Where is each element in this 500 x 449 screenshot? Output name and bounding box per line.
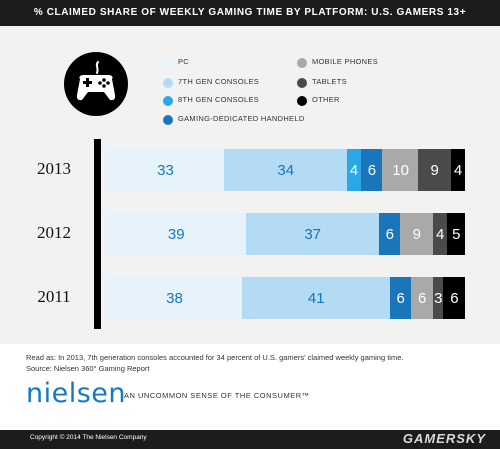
read-as-note: Read as: In 2013, 7th generation console… [26, 353, 404, 362]
year-label-2013: 2013 [37, 159, 71, 178]
bar-segment-pc-2013: 33 [106, 149, 225, 191]
chart-title: % CLAIMED SHARE OF WEEKLY GAMING TIME BY… [0, 0, 500, 26]
bar-segment-gen8-2013: 4 [346, 149, 362, 191]
bar-row-2012: 39 37 6 9 4 5 [106, 213, 466, 255]
bar-segment-mobile-2012: 9 [400, 213, 434, 255]
bar-segment-handheld-2011: 6 [389, 277, 412, 319]
source-note: Source: Nielsen 360° Gaming Report [26, 364, 150, 373]
bar-segment-gen7-2013: 34 [224, 149, 348, 191]
footer: Copyright © 2014 The Nielsen Company GAM… [0, 430, 500, 449]
bar-segment-tablets-2013: 9 [418, 149, 452, 191]
legend-label-other: OTHER [312, 95, 340, 104]
watermark: GAMERSKY [402, 431, 486, 446]
legend-label-tablets: TABLETS [312, 77, 347, 86]
bar-row-2013: 33 34 4 6 10 9 4 [106, 149, 466, 191]
nielsen-logo: nielsen [26, 378, 127, 409]
copyright: Copyright © 2014 The Nielsen Company [30, 434, 147, 441]
legend-swatch-pc [163, 58, 173, 68]
bar-segment-tablets-2012: 4 [432, 213, 448, 255]
bar-segment-other-2012: 5 [447, 213, 466, 255]
legend-swatch-other [297, 96, 307, 106]
legend-swatch-mobile [297, 58, 307, 68]
bar-segment-mobile-2013: 10 [382, 149, 419, 191]
legend-label-handheld: GAMING-DEDICATED HANDHELD [178, 114, 305, 123]
bar-segment-other-2011: 6 [443, 277, 466, 319]
bar-segment-tablets-2011: 3 [432, 277, 444, 319]
y-axis-bar [94, 139, 101, 329]
legend-label-mobile: MOBILE PHONES [312, 57, 378, 66]
bar-segment-other-2013: 4 [450, 149, 466, 191]
year-label-2012: 2012 [37, 223, 71, 242]
legend-swatch-gen8 [163, 96, 173, 106]
year-label-2011: 2011 [37, 287, 71, 306]
bar-segment-pc-2011: 38 [106, 277, 243, 319]
gamepad-icon [64, 52, 128, 116]
legend-swatch-handheld [163, 115, 173, 125]
bar-segment-handheld-2013: 6 [360, 149, 383, 191]
bar-row-2011: 38 41 6 6 3 6 [106, 277, 466, 319]
bar-segment-gen7-2011: 41 [242, 277, 391, 319]
legend-label-pc: PC [178, 57, 190, 66]
legend-swatch-tablets [297, 78, 307, 88]
tagline: AN UNCOMMON SENSE OF THE CONSUMER™ [124, 391, 310, 400]
bar-segment-mobile-2011: 6 [411, 277, 434, 319]
bar-segment-handheld-2012: 6 [378, 213, 401, 255]
bar-segment-pc-2012: 39 [106, 213, 247, 255]
legend-label-gen8: 8TH GEN CONSOLES [178, 95, 260, 104]
bar-segment-gen7-2012: 37 [246, 213, 380, 255]
legend-swatch-gen7 [163, 78, 173, 88]
legend-label-gen7: 7TH GEN CONSOLES [178, 77, 260, 86]
